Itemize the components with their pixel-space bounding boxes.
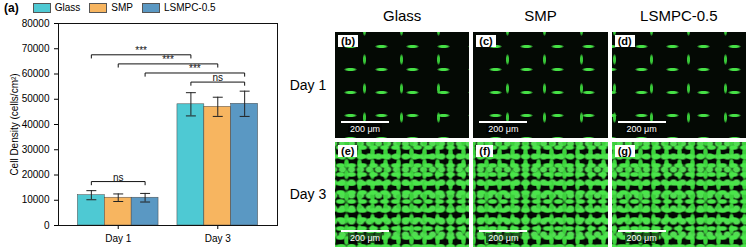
html-text:(c): (c) bbox=[479, 35, 493, 47]
html-text:200 μm: 200 μm bbox=[488, 123, 519, 134]
svg-text:***: *** bbox=[162, 54, 174, 65]
svg-text:50000: 50000 bbox=[22, 93, 50, 104]
svg-text:ns: ns bbox=[212, 72, 223, 83]
svg-text:Cell Density (cells/cm²): Cell Density (cells/cm²) bbox=[9, 73, 20, 175]
html-text:LSMPC-0.5: LSMPC-0.5 bbox=[163, 2, 216, 13]
html-text:200 μm: 200 μm bbox=[626, 123, 657, 134]
svg-text:10000: 10000 bbox=[22, 194, 50, 205]
svg-text:0: 0 bbox=[44, 220, 50, 231]
svg-text:20000: 20000 bbox=[22, 169, 50, 180]
svg-text:Day 1: Day 1 bbox=[105, 233, 132, 244]
svg-text:Day 3: Day 3 bbox=[205, 233, 232, 244]
svg-text:40000: 40000 bbox=[22, 119, 50, 130]
html-text:(e): (e) bbox=[341, 144, 355, 157]
html-text:Glass: Glass bbox=[383, 6, 422, 24]
html-text:Day 3: Day 3 bbox=[289, 186, 327, 203]
svg-text:***: *** bbox=[189, 63, 201, 74]
svg-text:70000: 70000 bbox=[22, 43, 50, 54]
html-text:Day 1: Day 1 bbox=[289, 76, 327, 93]
html-text:Glass: Glass bbox=[54, 2, 81, 13]
html-text:(b): (b) bbox=[341, 35, 355, 47]
svg-text:30000: 30000 bbox=[22, 144, 50, 155]
svg-text:60000: 60000 bbox=[22, 68, 50, 79]
html-text:LSMPC-0.5: LSMPC-0.5 bbox=[640, 6, 718, 24]
html-text:(d): (d) bbox=[617, 35, 632, 47]
html-text:200 μm: 200 μm bbox=[349, 123, 381, 134]
svg-text:ns: ns bbox=[113, 172, 124, 183]
html-text:200 μm: 200 μm bbox=[488, 233, 519, 243]
html-text:(a): (a) bbox=[4, 0, 19, 15]
svg-text:80000: 80000 bbox=[22, 18, 50, 29]
html-text:(f): (f) bbox=[479, 144, 491, 157]
html-text:200 μm: 200 μm bbox=[349, 233, 381, 243]
svg-text:***: *** bbox=[135, 45, 147, 56]
html-text:SMP: SMP bbox=[524, 6, 557, 24]
html-text:200 μm: 200 μm bbox=[626, 233, 657, 243]
html-text:(g): (g) bbox=[617, 144, 632, 157]
html-text:SMP: SMP bbox=[111, 2, 133, 13]
